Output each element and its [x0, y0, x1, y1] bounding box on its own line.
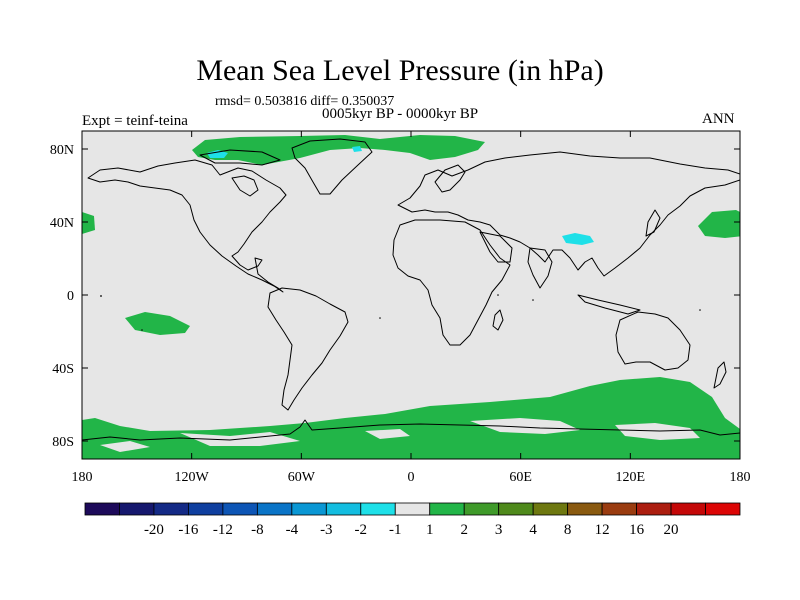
colorbar-swatch	[222, 502, 258, 516]
arabia-coast	[479, 231, 513, 263]
colorbar-swatch	[188, 502, 224, 516]
south-america-coast	[267, 287, 349, 411]
lon-label: 180	[72, 470, 93, 485]
season-label: ANN	[702, 111, 735, 127]
colorbar-swatch	[705, 502, 741, 516]
lon-label: 60E	[509, 470, 532, 485]
colorbar-label: 12	[595, 522, 610, 538]
hudson-bay	[231, 175, 259, 197]
colorbar-label: 1	[426, 522, 434, 538]
colorbar-label: 3	[495, 522, 503, 538]
lon-label: 120E	[616, 470, 646, 485]
colorbar-label: 2	[460, 522, 468, 538]
lon-label: 120W	[175, 470, 210, 485]
colorbar-label: 4	[529, 522, 537, 538]
colorbar-swatch	[153, 502, 189, 516]
colorbar-swatch	[256, 502, 293, 516]
colorbar-swatch	[567, 502, 603, 516]
colorbar-swatch	[325, 502, 362, 516]
map-title: Mean Sea Level Pressure (in hPa)	[196, 54, 604, 87]
colorbar-swatch	[84, 502, 120, 516]
scandinavia-coast	[434, 164, 466, 193]
lon-label: 180	[730, 470, 751, 485]
colorbar-swatch	[636, 502, 672, 516]
colorbar-swatch	[532, 502, 569, 516]
colorbar-label: -16	[178, 522, 198, 538]
colorbar-label: -20	[144, 522, 164, 538]
small-islands	[100, 294, 701, 331]
colorbar-label: -4	[286, 522, 299, 538]
colorbar-label: -2	[355, 522, 368, 538]
north-america-coast	[87, 159, 287, 293]
lat-label: 40S	[52, 362, 74, 377]
colorbar-swatch	[463, 502, 500, 516]
longitude-axis: 180 120W 60W 0 60E 120E 180	[72, 131, 751, 485]
lon-label: 60W	[288, 470, 316, 485]
negative-anomaly-regions	[207, 146, 594, 245]
arctic-positive-region	[192, 135, 485, 165]
lon-label: 0	[408, 470, 415, 485]
lat-label: 40N	[50, 216, 74, 231]
colorbar-swatch	[360, 502, 396, 516]
south-pacific-positive-region	[125, 312, 190, 335]
west-edge-positive-region	[82, 212, 95, 234]
time-period: 0005kyr BP - 0000kyr BP	[322, 106, 479, 122]
greenland-coast	[291, 138, 373, 195]
colorbar-label: -1	[389, 522, 402, 538]
colorbar-swatch	[670, 502, 706, 516]
colorbar-swatch	[498, 502, 534, 516]
lat-label: 80S	[52, 435, 74, 450]
east-pacific-positive-region	[698, 210, 740, 238]
indonesia	[577, 294, 641, 315]
colorbar-label: 8	[564, 522, 572, 538]
madagascar	[492, 309, 504, 331]
arctic-archipelago	[199, 149, 281, 166]
colorbar-swatch	[291, 502, 327, 516]
colorbar: -20 -16 -12 -8 -4 -3 -2 -1 1 2 3 4 8 12 16 20	[84, 502, 741, 538]
lat-label: 80N	[50, 143, 74, 158]
tibet-negative-region	[562, 233, 594, 245]
colorbar-label: 20	[664, 522, 679, 538]
colorbar-swatch	[601, 502, 637, 516]
greenland-negative-region	[352, 146, 362, 152]
coastlines	[82, 138, 740, 441]
experiment-label: Expt = teinf-teina	[82, 113, 188, 129]
lat-label: 0	[67, 289, 74, 304]
new-zealand	[713, 361, 727, 389]
australia-coast	[615, 311, 691, 371]
japan	[645, 209, 661, 237]
colorbar-label: -3	[320, 522, 333, 538]
antarctica-coast	[82, 419, 740, 441]
rmsd-diff-stats: rmsd= 0.503816 diff= 0.350037	[215, 94, 395, 109]
colorbar-label: 16	[629, 522, 645, 538]
colorbar-label: -12	[213, 522, 233, 538]
colorbar-swatch	[394, 502, 431, 516]
colorbar-swatch	[119, 502, 155, 516]
latitude-axis: 80N 40N 0 40S 80S	[50, 143, 740, 450]
india-coast	[527, 247, 553, 289]
canada-negative-region	[207, 150, 228, 158]
eurasia-coast	[397, 151, 740, 277]
neutral-gaps	[100, 418, 700, 452]
colorbar-label: -8	[251, 522, 264, 538]
colorbar-swatch	[429, 502, 465, 516]
africa-coast	[392, 219, 511, 346]
